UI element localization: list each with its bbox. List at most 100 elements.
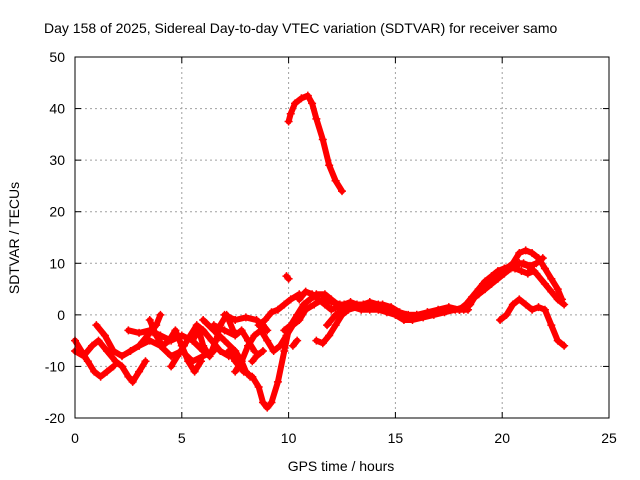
data-point [380,305,389,314]
data-point [190,367,199,376]
series-line-track-19 [285,92,345,195]
data-point [521,246,530,255]
data-point [318,135,327,144]
data-point [493,274,502,283]
data-point [333,303,342,312]
data-point [267,398,276,407]
data-point [338,187,346,196]
data-point [261,316,270,325]
data-point [340,305,349,314]
data-point [299,300,308,309]
data-point [111,357,120,366]
data-point [194,326,203,335]
data-point [293,336,302,345]
data-point [117,362,126,371]
data-point [523,261,532,270]
data-point [547,274,556,283]
data-point [528,305,537,314]
data-point [263,336,272,345]
data-point [231,331,240,340]
data-point [109,346,118,355]
data-point [171,326,180,335]
grid-lines [75,57,609,418]
data-point [273,377,282,386]
y-tick-label: 0 [57,307,65,323]
data-point [402,310,411,319]
data-point [466,300,475,309]
data-point [534,254,543,263]
data-point [540,305,549,314]
data-point [254,383,263,392]
data-point [305,295,314,304]
data-point [312,114,321,123]
data-point [521,300,530,309]
data-point [209,321,218,330]
data-point [128,377,137,386]
data-point [252,352,261,361]
data-point [199,316,208,325]
y-tick-label: 20 [49,204,65,220]
data-point [197,357,206,366]
data-point [496,316,505,325]
data-point [286,109,295,118]
data-point [124,326,133,335]
data-point [135,328,144,337]
data-point [167,362,176,371]
data-point [485,274,494,283]
data-point [248,372,257,381]
data-point [280,300,289,309]
data-point [280,346,289,355]
data-point [152,331,161,340]
data-point [515,295,524,304]
data-point [220,336,229,345]
data-point [92,321,101,330]
data-point [288,341,297,350]
data-point [126,346,135,355]
y-tick-label: 40 [49,101,65,117]
data-point [547,287,556,296]
data-point [231,367,240,376]
data-point [173,352,182,361]
data-point [241,313,250,322]
data-point [256,326,265,335]
data-point [323,321,332,330]
data-point [444,303,453,312]
data-point [239,367,248,376]
data-point [135,367,144,376]
x-tick-label: 10 [281,430,297,446]
x-tick-label: 20 [494,430,510,446]
data-point [199,341,208,350]
data-point [90,367,99,376]
data-point [434,305,443,314]
x-tick-label: 5 [178,430,186,446]
data-point [258,398,267,407]
x-tick-label: 0 [71,430,79,446]
data-point [532,269,541,278]
data-point [511,264,520,273]
data-point [220,310,229,319]
data-point [231,316,240,325]
data-point [540,279,549,288]
y-tick-label: -10 [45,358,65,374]
data-point [348,300,357,309]
data-point [412,310,421,319]
data-point [250,331,259,340]
data-point [515,248,524,257]
data-point [459,305,468,314]
data-point [423,308,432,317]
data-point [517,267,526,276]
data-point [310,300,319,309]
data-point [553,285,562,294]
data-point [269,346,278,355]
data-point [540,264,549,273]
data-point [252,316,261,325]
data-point [79,352,88,361]
data-point [528,248,537,257]
data-point [291,99,300,108]
data-point [491,269,500,278]
data-point [487,279,496,288]
data-point [295,295,304,304]
data-point [560,341,569,350]
data-point [553,295,562,304]
data-point [276,341,285,350]
